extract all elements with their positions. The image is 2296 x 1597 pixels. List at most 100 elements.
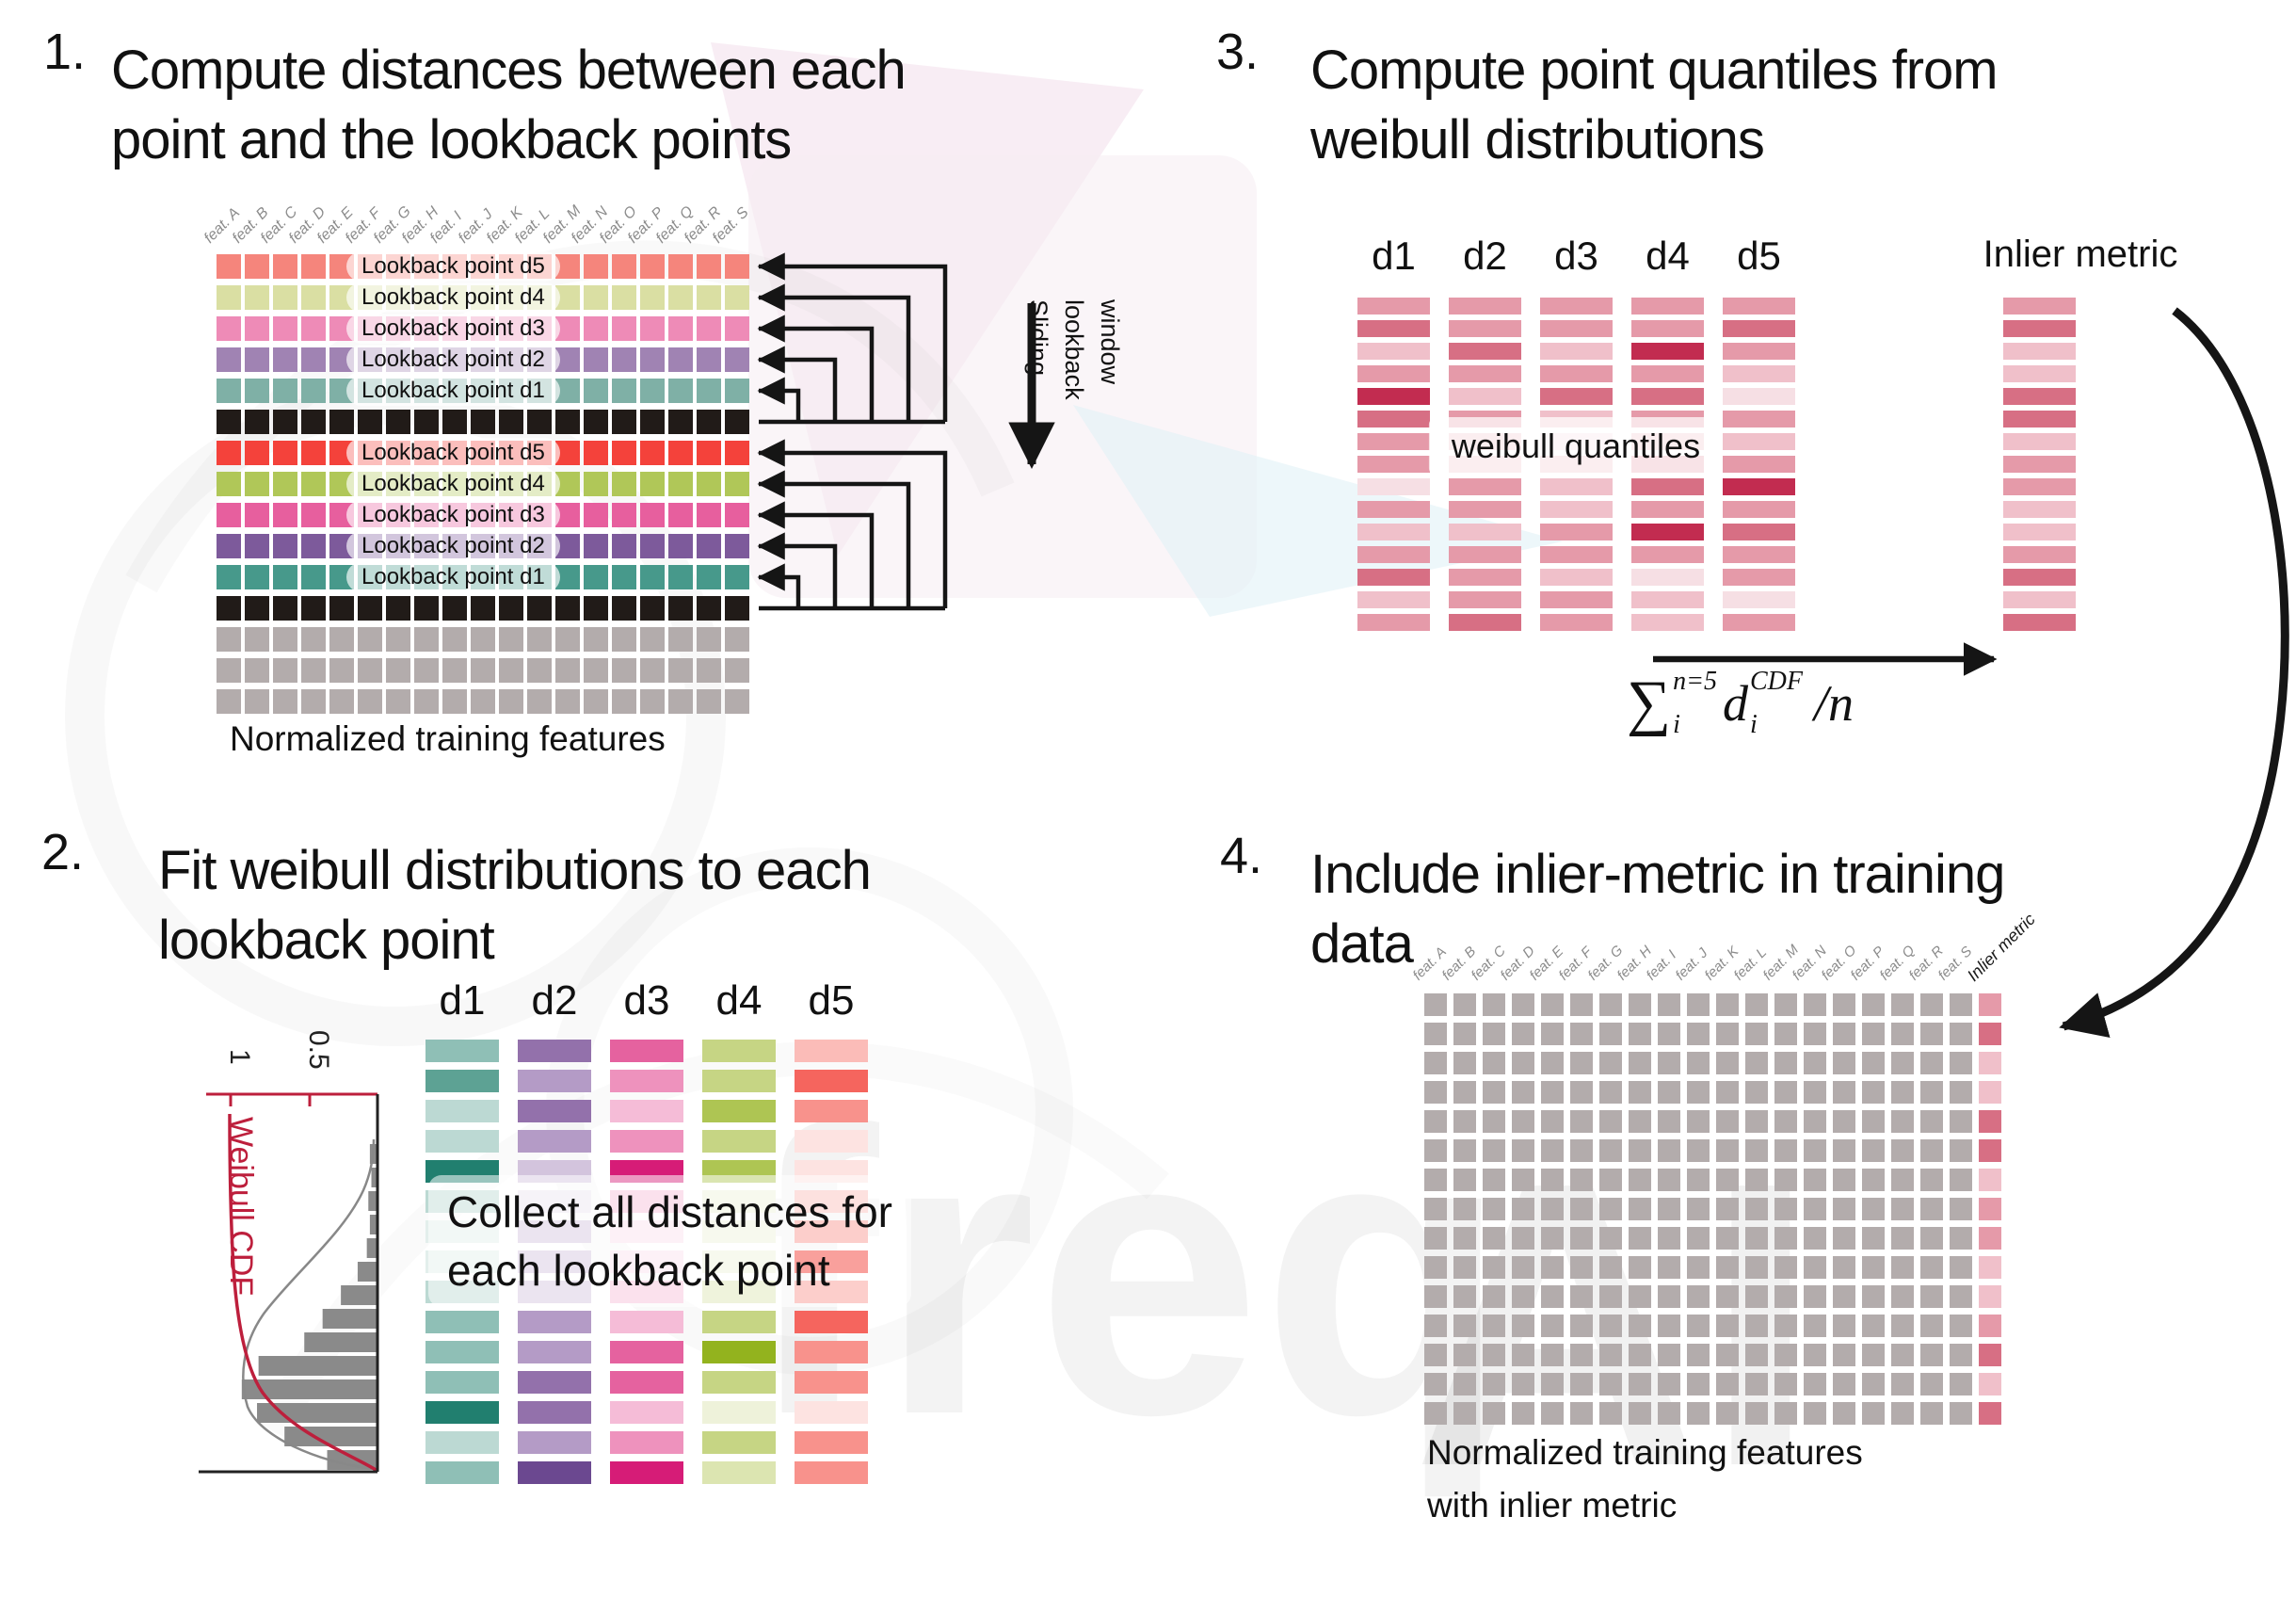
- quantile-bar: [1631, 569, 1704, 586]
- inlier-metric-bar: [2003, 456, 2076, 473]
- training-cell: [1716, 1023, 1739, 1045]
- training-cell: [1424, 1081, 1447, 1104]
- training-cell: [1920, 1081, 1943, 1104]
- feature-cell: [273, 347, 297, 372]
- training-cell: [1453, 993, 1476, 1016]
- feature-cell: [301, 316, 326, 341]
- quantile-bar: [1449, 591, 1521, 608]
- feature-cell: [414, 689, 439, 714]
- quantile-bar: [1631, 343, 1704, 360]
- training-cell: [1541, 1373, 1564, 1395]
- step2-column-header: d2: [531, 977, 578, 1024]
- training-cell: [1658, 1169, 1680, 1191]
- training-cell: [1570, 1285, 1593, 1308]
- inlier-metric-bar: [2003, 411, 2076, 427]
- distance-bar: [702, 1371, 776, 1394]
- feature-cell: [217, 441, 241, 465]
- distance-bar: [610, 1311, 683, 1333]
- training-cell: [1920, 1373, 1943, 1395]
- lookback-bracket-arrow: [757, 470, 911, 608]
- training-cell: [1483, 1315, 1505, 1337]
- quantile-bar: [1449, 478, 1521, 495]
- inlier-metric-cell: [1979, 1315, 2001, 1337]
- training-cell: [1716, 1110, 1739, 1133]
- training-cell: [1950, 1139, 1972, 1162]
- training-cell: [1658, 1198, 1680, 1220]
- training-cell: [1483, 993, 1505, 1016]
- feature-cell: [414, 410, 439, 434]
- training-cell: [1483, 1139, 1505, 1162]
- inlier-metric-label: Inlier metric: [1983, 234, 2178, 275]
- training-cell: [1687, 1052, 1710, 1074]
- step3-number: 3.: [1216, 24, 1260, 80]
- feature-cell: [612, 596, 636, 621]
- inlier-metric-cell: [1979, 1169, 2001, 1191]
- distance-bar: [425, 1401, 499, 1424]
- training-cell: [1833, 1198, 1855, 1220]
- training-cell: [1629, 1169, 1651, 1191]
- training-cell: [1950, 1344, 1972, 1366]
- inlier-metric-bar: [2003, 591, 2076, 608]
- training-cell: [1862, 1285, 1885, 1308]
- distance-bar: [795, 1401, 868, 1424]
- feature-cell: [668, 285, 693, 310]
- feature-cell: [640, 254, 665, 279]
- training-cell: [1833, 1285, 1855, 1308]
- feature-cell: [245, 534, 269, 558]
- training-cell: [1599, 1023, 1622, 1045]
- inlier-metric-bar: [2003, 569, 2076, 586]
- training-cell: [1891, 1227, 1914, 1250]
- training-cell: [1891, 1315, 1914, 1337]
- feature-cell: [668, 410, 693, 434]
- distance-bar: [518, 1311, 591, 1333]
- lookback-bracket-arrow: [757, 563, 801, 608]
- training-cell: [1950, 1023, 1972, 1045]
- training-cell: [1745, 1256, 1768, 1279]
- training-cell: [1687, 1373, 1710, 1395]
- step2-title-line1: Fit weibull distributions to each: [158, 840, 872, 901]
- training-cell: [1453, 1110, 1476, 1133]
- training-cell: [1745, 1402, 1768, 1425]
- training-cell: [1570, 1169, 1593, 1191]
- quantile-bar: [1540, 388, 1613, 405]
- feature-cell: [301, 441, 326, 465]
- cdf-tick-1: 1: [224, 1049, 255, 1065]
- inlier-metric-cell: [1979, 1110, 2001, 1133]
- cdf-axis-ticks: [229, 1094, 312, 1106]
- distance-bar: [518, 1401, 591, 1424]
- distance-bar: [702, 1461, 776, 1484]
- training-cell: [1570, 1110, 1593, 1133]
- feature-cell: [668, 565, 693, 589]
- distance-bar: [610, 1461, 683, 1484]
- step2-overlay-note: Collect all distances for each lookback …: [428, 1175, 911, 1307]
- training-cell: [1833, 1373, 1855, 1395]
- step3-column-header: d5: [1737, 234, 1781, 278]
- feature-cell: [273, 689, 297, 714]
- quantile-bar: [1540, 614, 1613, 631]
- distance-bar: [795, 1341, 868, 1363]
- step1-number: 1.: [43, 24, 87, 80]
- training-cell: [1541, 1169, 1564, 1191]
- feature-cell: [273, 658, 297, 683]
- feature-cell: [640, 316, 665, 341]
- training-cell: [1658, 1052, 1680, 1074]
- training-cell: [1687, 1169, 1710, 1191]
- training-cell: [1658, 993, 1680, 1016]
- training-cell: [1891, 1139, 1914, 1162]
- training-cell: [1891, 1169, 1914, 1191]
- feature-cell: [245, 565, 269, 589]
- training-cell: [1453, 1169, 1476, 1191]
- training-cell: [1716, 1315, 1739, 1337]
- feature-cell: [329, 689, 354, 714]
- training-cell: [1920, 1198, 1943, 1220]
- feature-cell: [697, 658, 721, 683]
- training-cell: [1453, 1139, 1476, 1162]
- feature-cell: [414, 658, 439, 683]
- training-cell: [1629, 1256, 1651, 1279]
- inlier-metric-bar: [2003, 365, 2076, 382]
- feature-cell: [640, 534, 665, 558]
- distance-bar: [795, 1461, 868, 1484]
- feature-cell: [245, 441, 269, 465]
- training-cell: [1833, 993, 1855, 1016]
- feature-cell: [697, 316, 721, 341]
